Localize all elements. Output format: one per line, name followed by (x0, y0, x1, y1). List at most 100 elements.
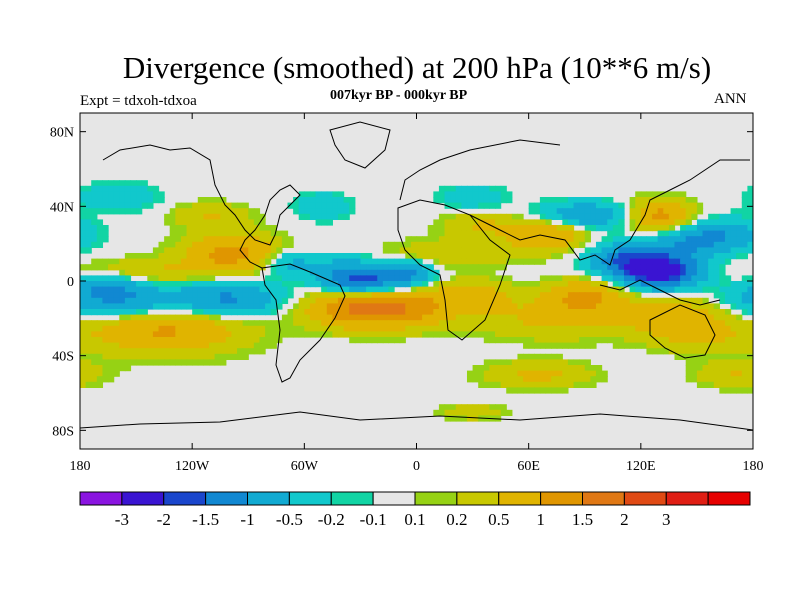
field-cell (315, 219, 322, 226)
field-cell (730, 353, 737, 360)
field-cell (495, 376, 502, 383)
field-cell (663, 202, 670, 209)
field-cell (730, 381, 737, 388)
field-cell (321, 286, 328, 293)
field-cell (461, 314, 468, 321)
field-cell (719, 331, 726, 338)
field-cell (321, 219, 328, 226)
field-cell (237, 213, 244, 220)
field-cell (237, 258, 244, 265)
field-cell (674, 320, 681, 327)
field-cell (388, 303, 395, 310)
field-cell (680, 241, 687, 248)
field-cell (534, 359, 541, 366)
field-cell (259, 225, 266, 232)
field-cell (270, 275, 277, 282)
field-cell (696, 286, 704, 293)
field-cell (108, 185, 115, 192)
field-cell (702, 269, 709, 276)
field-cell (326, 314, 333, 321)
field-cell (708, 286, 715, 293)
field-cell (601, 281, 608, 288)
field-cell (506, 213, 513, 220)
field-cell (618, 269, 625, 276)
field-cell (444, 247, 451, 254)
field-cell (450, 253, 457, 260)
field-cell (500, 303, 507, 310)
field-cell (281, 320, 289, 327)
field-cell (321, 314, 328, 321)
field-cell (629, 208, 636, 215)
field-cell (511, 230, 519, 237)
field-cell (265, 258, 272, 265)
field-cell (96, 264, 104, 271)
field-cell (466, 191, 474, 198)
field-cell (220, 219, 227, 226)
field-cell (326, 264, 333, 271)
field-cell (478, 286, 485, 293)
field-cell (130, 264, 137, 271)
field-cell (506, 241, 513, 248)
field-cell (141, 185, 148, 192)
field-cell (270, 286, 277, 293)
field-cell (214, 297, 221, 304)
field-cell (208, 225, 216, 232)
field-cell (298, 297, 305, 304)
field-cell (298, 197, 305, 204)
field-cell (629, 325, 636, 332)
field-cell (472, 415, 479, 422)
field-cell (113, 297, 120, 304)
field-cell (708, 269, 715, 276)
field-cell (450, 247, 457, 254)
field-cell (741, 325, 748, 332)
field-cell (377, 331, 384, 338)
field-cell (337, 253, 345, 260)
field-cell (680, 275, 687, 282)
field-cell (713, 258, 720, 265)
field-cell (539, 331, 547, 338)
field-cell (657, 264, 664, 271)
field-cell (567, 236, 575, 243)
field-cell (500, 314, 507, 321)
field-cell (685, 297, 692, 304)
field-cell (124, 342, 132, 349)
field-cell (119, 180, 126, 187)
field-cell (281, 314, 289, 321)
field-cell (517, 219, 524, 226)
field-cell (96, 297, 104, 304)
field-cell (147, 191, 154, 198)
field-cell (523, 303, 530, 310)
field-cell (321, 197, 328, 204)
field-cell (584, 258, 591, 265)
field-cell (567, 309, 575, 316)
field-cell (747, 381, 753, 388)
field-cell (618, 292, 625, 299)
field-cell (702, 353, 709, 360)
field-cell (438, 325, 446, 332)
field-cell (708, 241, 715, 248)
field-cell (382, 320, 390, 327)
field-cell (500, 241, 507, 248)
field-cell (551, 247, 558, 254)
field-cell (298, 253, 305, 260)
field-cell (556, 359, 563, 366)
field-cell (607, 325, 614, 332)
field-cell (708, 331, 715, 338)
field-cell (506, 286, 513, 293)
field-cell (640, 325, 648, 332)
field-cell (332, 202, 339, 209)
field-cell (410, 236, 418, 243)
field-cell (231, 269, 238, 276)
field-cell (321, 213, 328, 220)
field-cell (354, 320, 362, 327)
field-cell (489, 309, 496, 316)
field-cell (220, 202, 227, 209)
field-cell (450, 264, 457, 271)
field-cell (164, 337, 171, 344)
field-cell (91, 275, 98, 282)
field-cell (450, 409, 457, 416)
field-cell (96, 241, 104, 248)
field-cell (91, 230, 98, 237)
field-cell (668, 236, 676, 243)
field-cell (652, 202, 659, 209)
